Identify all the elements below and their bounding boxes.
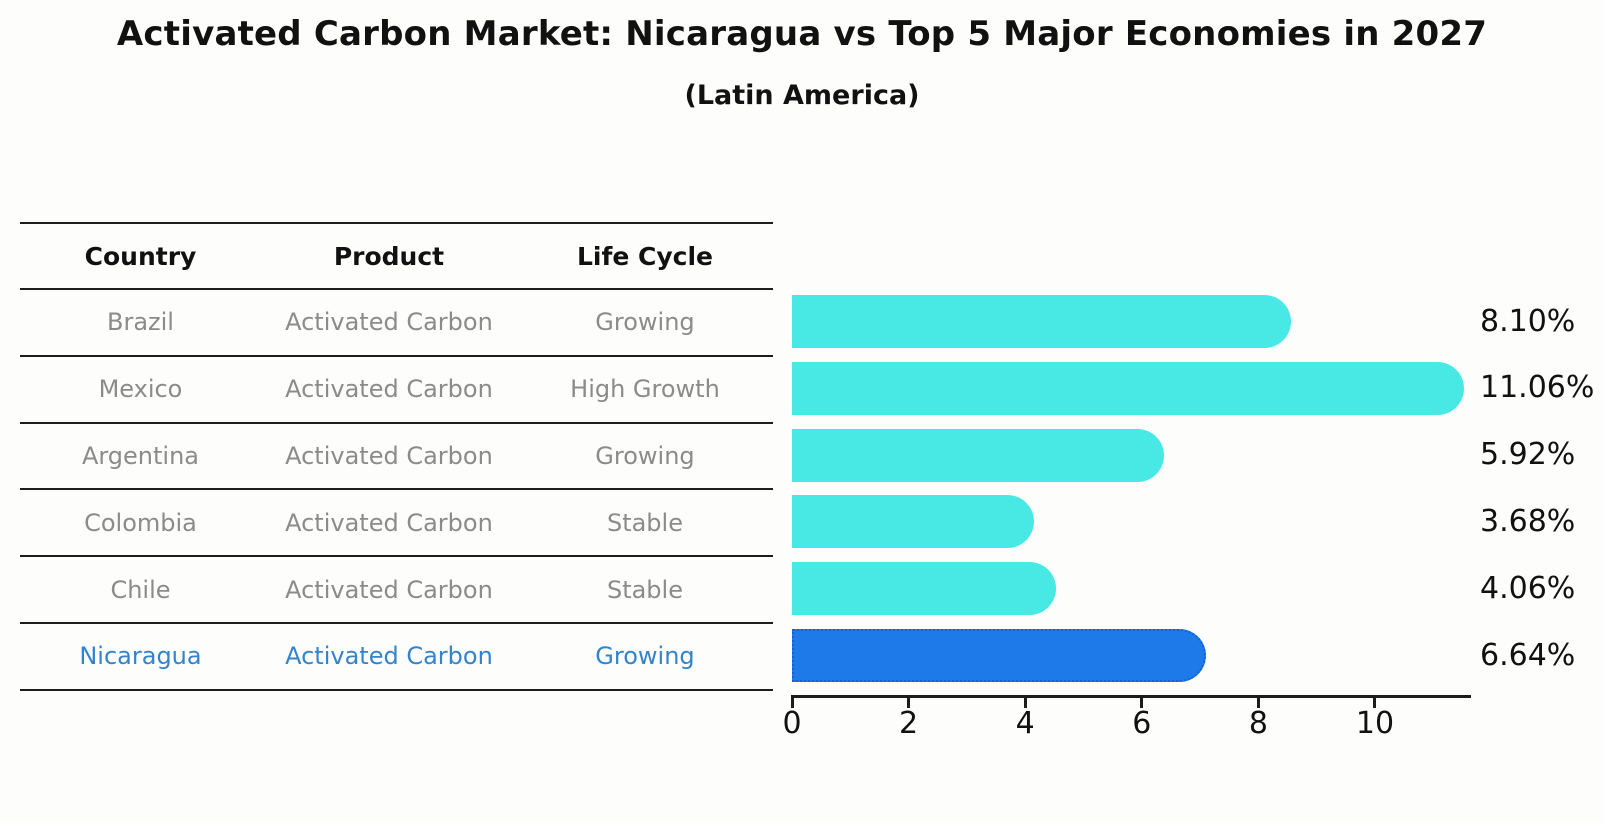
x-tick-label-6: 6 [1132, 706, 1152, 741]
table-cell-country: Mexico [98, 375, 183, 404]
bar-value-label-chile: 4.06% [1480, 570, 1576, 606]
bar-value-label-argentina: 5.92% [1480, 437, 1576, 473]
table-cell-life_cycle: Growing [595, 441, 695, 470]
x-tick-mark-10 [1373, 698, 1377, 708]
table-cell-country: Nicaragua [79, 642, 202, 671]
bar-nicaragua [792, 629, 1207, 682]
table-header-product: Product [333, 241, 445, 271]
x-tick-mark-6 [1140, 698, 1144, 708]
table-cell-product: Activated Carbon [285, 375, 493, 404]
table-cell-country: Argentina [81, 441, 200, 470]
table-header-life-cycle: Life Cycle [576, 241, 713, 271]
x-tick-mark-8 [1256, 698, 1260, 708]
bar-value-label-colombia: 3.68% [1480, 503, 1576, 539]
country-table: Country Product Life Cycle Brazil Activat… [20, 222, 773, 691]
table-cell-product: Activated Carbon [285, 642, 493, 671]
bar-value-label-mexico: 11.06% [1480, 370, 1595, 406]
table-cell-country: Chile [110, 575, 171, 604]
table-header-row: Country Product Life Cycle [20, 224, 773, 290]
table-row-chile: Chile Activated Carbon Stable [20, 557, 773, 624]
bar-mexico [792, 361, 1464, 415]
x-tick-mark-0 [790, 698, 794, 708]
x-tick-label-0: 0 [782, 706, 802, 741]
bar-brazil [792, 295, 1292, 348]
x-axis-line [791, 695, 1471, 698]
table-cell-product: Activated Carbon [285, 508, 493, 537]
x-tick-label-10: 10 [1355, 706, 1395, 741]
bar-value-label-brazil: 8.10% [1480, 303, 1576, 339]
x-tick-mark-2 [907, 698, 911, 708]
table-row-brazil: Brazil Activated Carbon Growing [20, 290, 773, 357]
x-tick-label-8: 8 [1248, 706, 1268, 741]
table-header-country: Country [84, 241, 197, 271]
x-tick-label-2: 2 [899, 706, 919, 741]
table-row-nicaragua: Nicaragua Activated Carbon Growing [20, 624, 773, 691]
table-cell-country: Brazil [106, 308, 174, 337]
table-cell-life_cycle: Stable [606, 508, 683, 537]
table-row-mexico: Mexico Activated Carbon High Growth [20, 357, 773, 424]
x-tick-label-4: 4 [1015, 706, 1035, 741]
bar-value-label-nicaragua: 6.64% [1480, 637, 1576, 673]
x-tick-mark-4 [1023, 698, 1027, 708]
table-cell-product: Activated Carbon [285, 575, 493, 604]
table-cell-country: Colombia [84, 508, 197, 537]
chart-subtitle: (Latin America) [684, 80, 920, 111]
table-body: Brazil Activated Carbon Growing Mexico Activ… [20, 290, 773, 691]
bar-chile [792, 562, 1056, 616]
table-cell-life_cycle: Growing [595, 308, 695, 337]
table-cell-product: Activated Carbon [285, 308, 493, 337]
table-row-argentina: Argentina Activated Carbon Growing [20, 424, 773, 491]
table-cell-life_cycle: Growing [595, 642, 695, 671]
table-cell-product: Activated Carbon [285, 441, 493, 470]
bar-colombia [792, 495, 1034, 549]
table-row-colombia: Colombia Activated Carbon Stable [20, 490, 773, 558]
bar-argentina [792, 428, 1165, 482]
chart-title: Activated Carbon Market: Nicaragua vs To… [116, 14, 1488, 54]
table-cell-life_cycle: High Growth [570, 375, 720, 404]
table-cell-life_cycle: Stable [606, 575, 683, 604]
